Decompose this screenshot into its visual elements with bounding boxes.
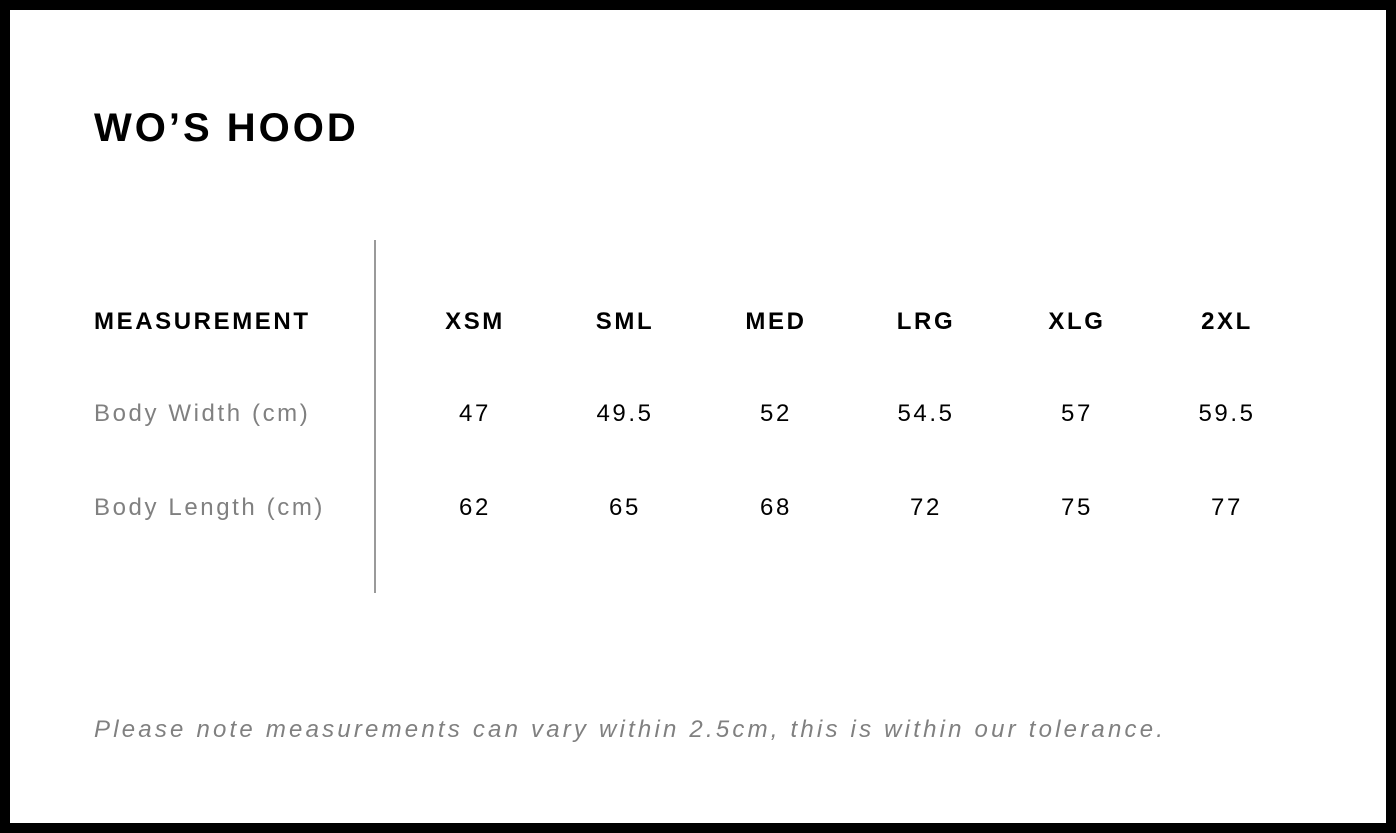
- body-length-2xl: 77: [1211, 494, 1243, 521]
- row-label-body-width: Body Width (cm): [94, 400, 311, 427]
- size-header-xsm: XSM: [445, 308, 505, 335]
- measurement-header: MEASUREMENT: [94, 308, 311, 335]
- body-width-xsm: 47: [459, 400, 491, 427]
- body-length-xlg: 75: [1061, 494, 1093, 521]
- column-divider: [374, 240, 376, 593]
- body-width-2xl: 59.5: [1198, 400, 1256, 427]
- size-header-med: MED: [745, 308, 807, 335]
- page-title: WO’S HOOD: [94, 106, 359, 150]
- body-length-sml: 65: [609, 494, 641, 521]
- size-header-sml: SML: [595, 308, 655, 335]
- body-width-med: 52: [760, 400, 792, 427]
- size-header-2xl: 2XL: [1201, 308, 1253, 335]
- row-label-body-length: Body Length (cm): [94, 494, 326, 521]
- tolerance-note: Please note measurements can vary within…: [94, 716, 1167, 743]
- body-length-med: 68: [760, 494, 792, 521]
- size-header-xlg: XLG: [1048, 308, 1106, 335]
- body-length-xsm: 62: [459, 494, 491, 521]
- body-width-xlg: 57: [1061, 400, 1093, 427]
- body-width-lrg: 54.5: [897, 400, 955, 427]
- body-width-sml: 49.5: [596, 400, 654, 427]
- body-length-lrg: 72: [910, 494, 942, 521]
- size-header-lrg: LRG: [896, 308, 956, 335]
- size-chart-card: WO’S HOOD MEASUREMENT XSM SML MED LRG XL…: [10, 10, 1386, 823]
